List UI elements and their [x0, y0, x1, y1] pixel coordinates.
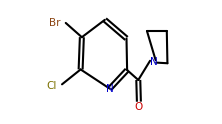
Text: N: N	[106, 84, 114, 94]
Text: O: O	[135, 102, 143, 112]
Text: N: N	[150, 57, 158, 67]
Text: Br: Br	[49, 18, 61, 28]
Text: Cl: Cl	[47, 81, 57, 91]
